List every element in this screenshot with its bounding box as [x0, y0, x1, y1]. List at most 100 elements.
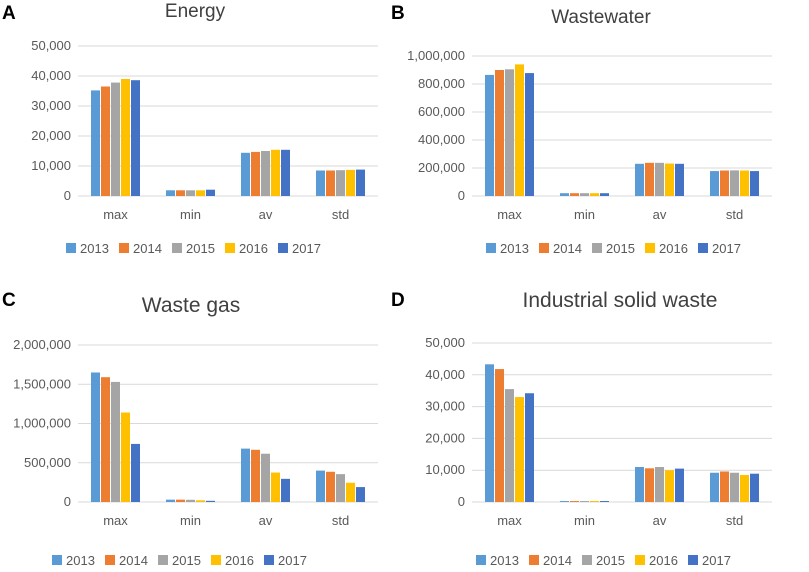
- y-tick-label: 40,000: [425, 367, 465, 382]
- chart-title: Wastewater: [551, 7, 651, 28]
- bar-min-2017: [206, 500, 215, 502]
- x-category-label: std: [726, 513, 743, 528]
- bar-min-2015: [580, 501, 589, 502]
- bar-min-2013: [166, 499, 175, 502]
- bar-av-2016: [665, 163, 674, 196]
- bar-std-2014: [720, 170, 729, 196]
- bar-min-2017: [600, 501, 609, 502]
- bar-av-2013: [241, 448, 250, 502]
- bar-std-2015: [336, 474, 345, 502]
- bar-min-2013: [166, 190, 175, 196]
- panel-letter: D: [391, 290, 405, 311]
- bar-std-2013: [710, 171, 719, 196]
- legend-label: 2017: [292, 241, 321, 256]
- y-tick-label: 0: [458, 188, 465, 203]
- bar-std-2017: [356, 169, 365, 196]
- x-category-label: max: [103, 513, 128, 528]
- y-tick-label: 600,000: [418, 104, 465, 119]
- legend-swatch: [158, 555, 168, 565]
- legend-swatch: [582, 555, 592, 565]
- bar-max-2015: [111, 82, 120, 196]
- bar-av-2014: [251, 449, 260, 502]
- bar-std-2014: [720, 471, 729, 502]
- bar-min-2014: [176, 499, 185, 502]
- x-category-label: min: [574, 513, 595, 528]
- legend-swatch: [264, 555, 274, 565]
- bar-std-2016: [346, 169, 355, 196]
- y-tick-label: 50,000: [425, 335, 465, 350]
- panel-c: C Waste gas 0 500,000 1,000,000 1,500,000 2,…: [2, 290, 378, 568]
- legend-label: 2013: [80, 241, 109, 256]
- x-category-label: max: [103, 207, 128, 222]
- bar-min-2015: [186, 190, 195, 196]
- y-tick-label: 2,000,000: [13, 337, 71, 352]
- legend-swatch: [539, 243, 549, 253]
- legend-label: 2014: [553, 241, 582, 256]
- legend-swatch: [635, 555, 645, 565]
- y-tick-label: 20,000: [425, 430, 465, 445]
- x-category-label: av: [259, 207, 273, 222]
- bar-av-2016: [271, 472, 280, 502]
- y-tick-label: 10,000: [425, 462, 465, 477]
- legend-label: 2015: [606, 241, 635, 256]
- bar-max-2013: [91, 372, 100, 502]
- bar-min-2015: [186, 499, 195, 502]
- chart-title: Industrial solid waste: [523, 289, 718, 312]
- bar-max-2015: [505, 389, 514, 502]
- x-category-label: min: [180, 207, 201, 222]
- y-tick-label: 500,000: [24, 455, 71, 470]
- y-tick-label: 50,000: [31, 38, 71, 53]
- y-tick-label: 0: [64, 188, 71, 203]
- x-category-label: av: [259, 513, 273, 528]
- legend-swatch: [698, 243, 708, 253]
- legend-swatch: [688, 555, 698, 565]
- chart-title: Waste gas: [142, 294, 240, 317]
- bar-std-2016: [740, 474, 749, 502]
- bar-std-2014: [326, 471, 335, 502]
- panel-letter: C: [2, 290, 16, 311]
- legend-swatch: [66, 243, 76, 253]
- legend-label: 2014: [543, 553, 572, 568]
- bar-max-2015: [111, 381, 120, 502]
- panel-a: A Energy 0 10,000 20,000 30,000 40,000 50,000…: [2, 1, 378, 256]
- bar-max-2017: [525, 393, 534, 502]
- bar-max-2017: [131, 443, 140, 502]
- legend-label: 2017: [712, 241, 741, 256]
- bar-std-2015: [730, 472, 739, 502]
- legend-swatch: [211, 555, 221, 565]
- panel-letter: B: [391, 3, 405, 24]
- bar-av-2013: [635, 163, 644, 196]
- bar-av-2015: [655, 162, 664, 196]
- legend-swatch: [225, 243, 235, 253]
- legend-swatch: [52, 555, 62, 565]
- bar-av-2017: [281, 478, 290, 502]
- bar-max-2017: [525, 73, 534, 196]
- legend-label: 2015: [172, 553, 201, 568]
- y-tick-label: 1,500,000: [13, 376, 71, 391]
- bar-std-2013: [316, 170, 325, 196]
- x-category-label: std: [332, 513, 349, 528]
- y-tick-label: 30,000: [425, 399, 465, 414]
- legend-label: 2013: [490, 553, 519, 568]
- bar-min-2014: [176, 190, 185, 196]
- bar-av-2016: [665, 470, 674, 502]
- bar-av-2015: [655, 467, 664, 502]
- bar-av-2015: [261, 453, 270, 502]
- y-tick-label: 0: [64, 494, 71, 509]
- y-tick-label: 10,000: [31, 158, 71, 173]
- bar-max-2013: [485, 74, 494, 196]
- y-tick-label: 20,000: [31, 128, 71, 143]
- bar-min-2015: [580, 193, 589, 196]
- bar-max-2017: [131, 80, 140, 196]
- legend-swatch: [592, 243, 602, 253]
- bar-std-2017: [356, 487, 365, 502]
- legend-label: 2017: [702, 553, 731, 568]
- y-tick-label: 1,000,000: [407, 48, 465, 63]
- bar-max-2016: [121, 79, 130, 196]
- y-tick-label: 400,000: [418, 132, 465, 147]
- bar-min-2016: [590, 501, 599, 502]
- legend-label: 2013: [500, 241, 529, 256]
- bar-std-2017: [750, 171, 759, 196]
- legend-label: 2017: [278, 553, 307, 568]
